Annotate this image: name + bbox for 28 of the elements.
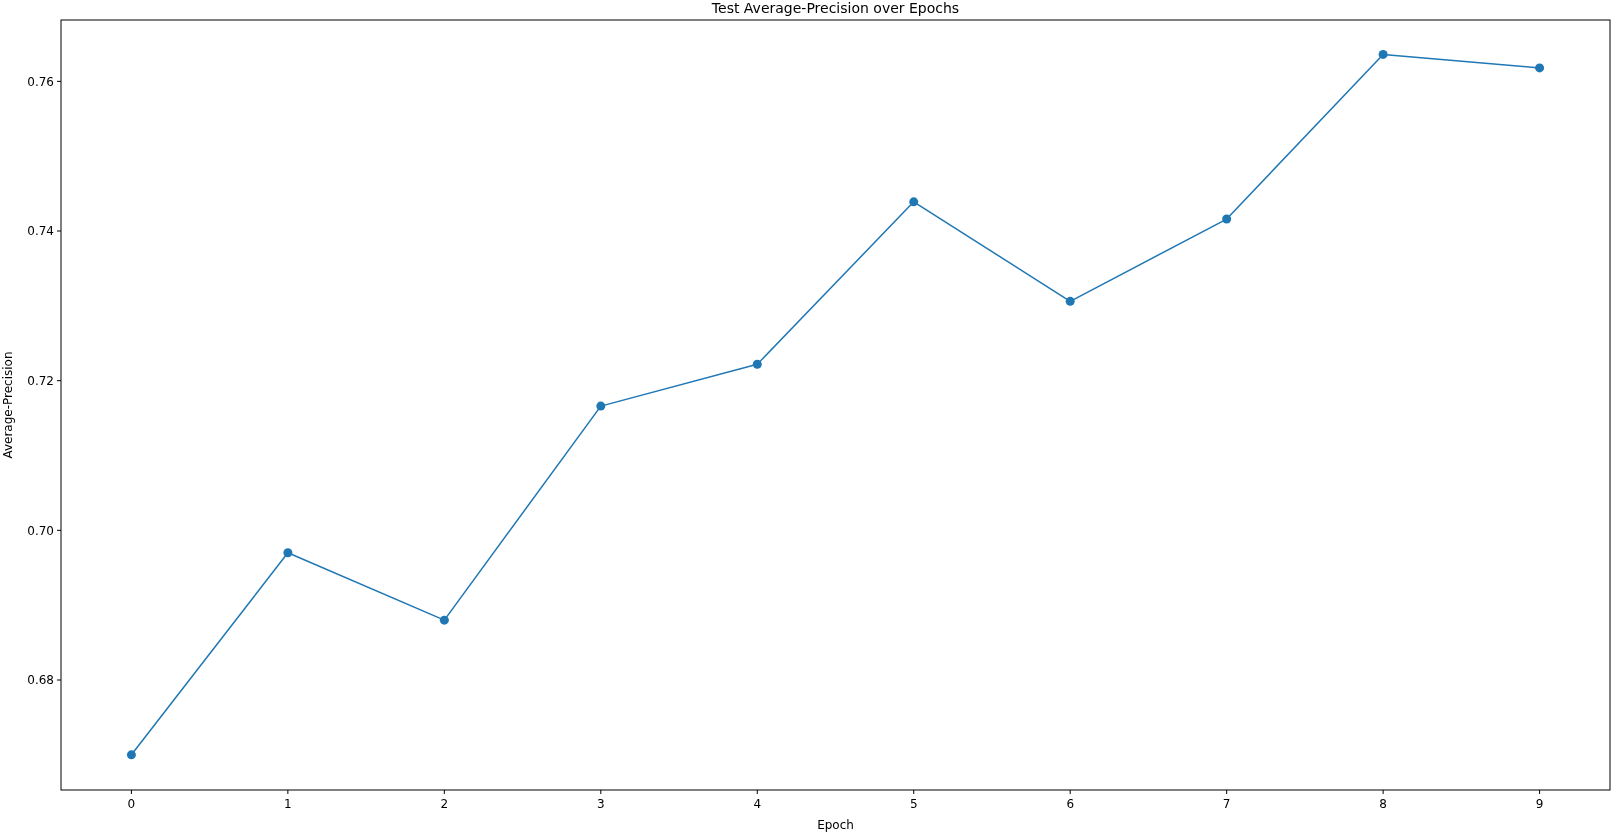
y-tick-label: 0.72	[27, 373, 54, 388]
x-tick-label: 6	[1066, 797, 1075, 811]
y-tick-label: 0.76	[27, 74, 54, 89]
x-tick-label: 1	[284, 797, 292, 811]
y-tick-label: 0.68	[27, 673, 54, 688]
x-tick-label: 7	[1222, 797, 1231, 811]
chart-title: Test Average-Precision over Epochs	[710, 0, 960, 16]
x-tick-label: 3	[596, 797, 605, 811]
y-tick-label: 0.70	[27, 523, 54, 538]
y-tick-label: 0.74	[27, 224, 54, 239]
point	[283, 548, 293, 558]
point	[596, 401, 606, 411]
point	[126, 750, 136, 760]
x-tick-label: 2	[440, 797, 449, 811]
point	[439, 615, 449, 625]
point	[1222, 214, 1232, 224]
point	[1535, 63, 1545, 73]
y-axis-title: Average-Precision	[1, 351, 15, 459]
point	[909, 197, 919, 207]
x-tick-label: 9	[1535, 797, 1544, 811]
x-axis-title: Epoch	[817, 818, 854, 832]
x-tick-label: 0	[127, 797, 136, 811]
x-tick-label: 5	[909, 797, 918, 811]
point	[1378, 49, 1388, 59]
point	[752, 359, 762, 369]
point	[1065, 296, 1075, 306]
x-tick-label: 4	[753, 797, 762, 811]
x-tick-label: 8	[1379, 797, 1387, 811]
